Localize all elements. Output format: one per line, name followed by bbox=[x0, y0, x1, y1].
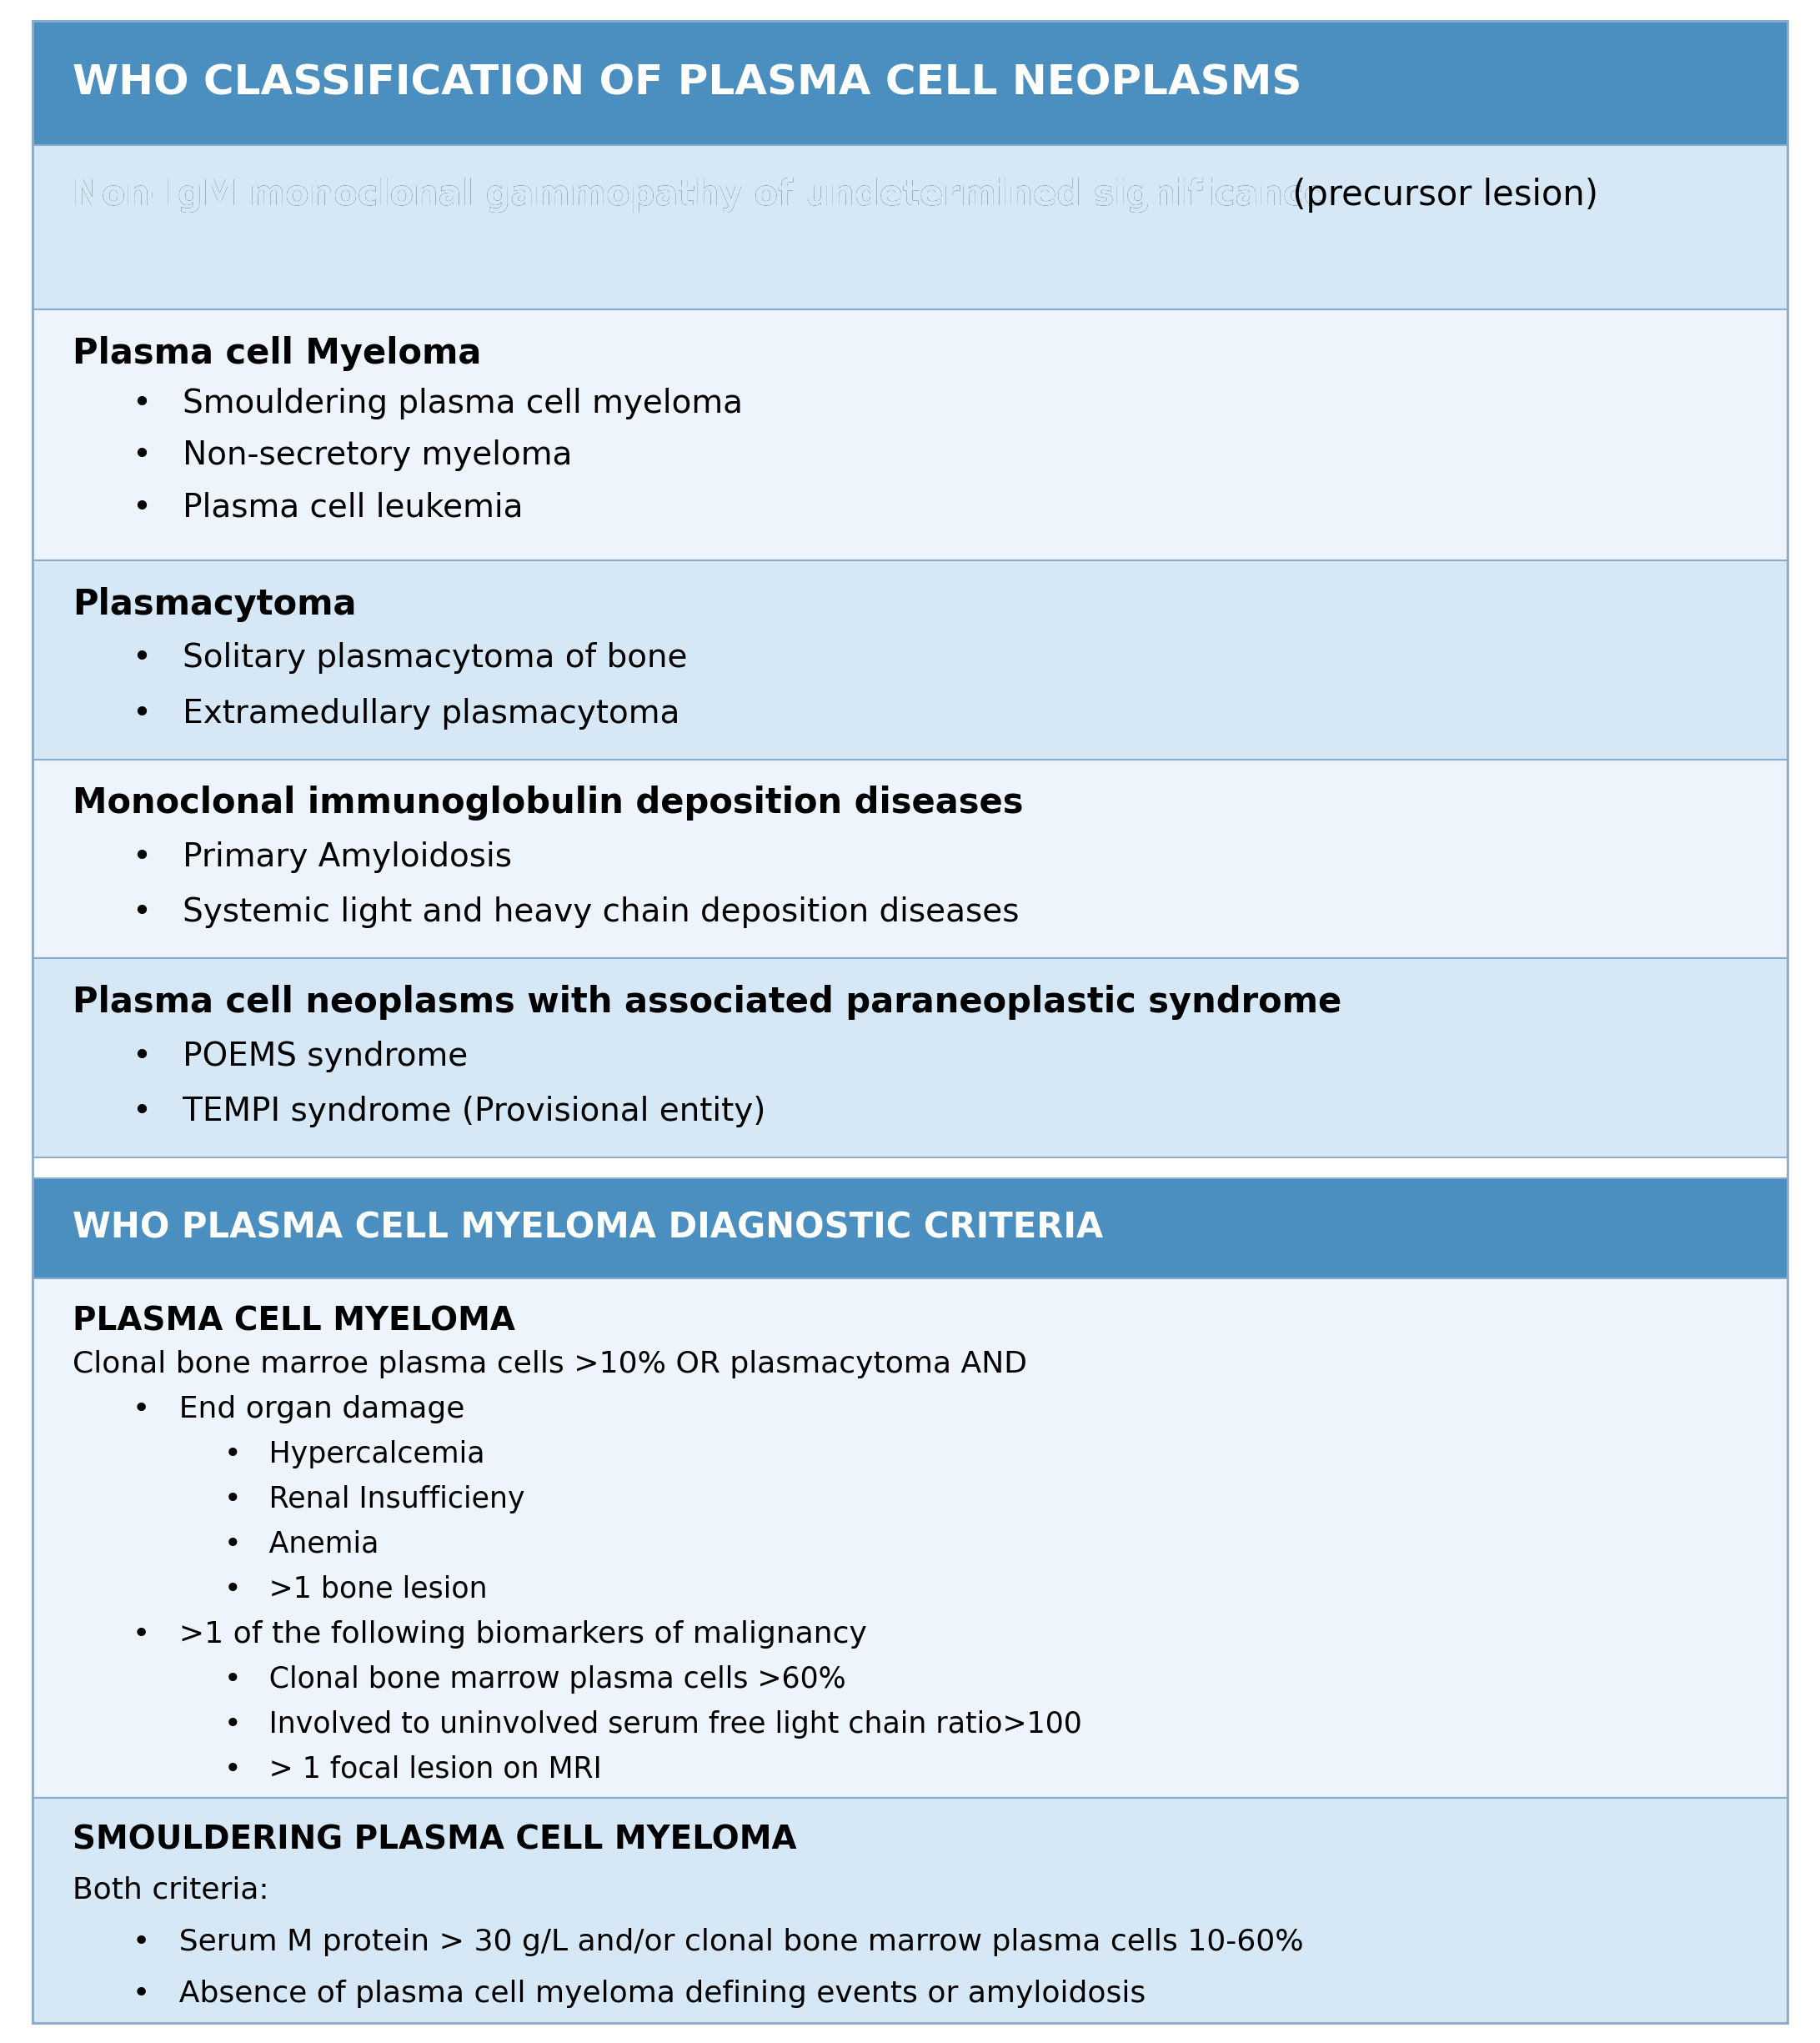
Text: Monoclonal immunoglobulin deposition diseases: Monoclonal immunoglobulin deposition dis… bbox=[73, 787, 1023, 821]
Bar bbox=[33, 958, 1787, 1156]
Text: Plasmacytoma: Plasmacytoma bbox=[73, 586, 357, 621]
Bar bbox=[33, 145, 1787, 308]
Text: •   Primary Amyloidosis: • Primary Amyloidosis bbox=[133, 842, 511, 872]
Text: •   Absence of plasma cell myeloma defining events or amyloidosis: • Absence of plasma cell myeloma definin… bbox=[133, 1980, 1147, 2008]
Bar bbox=[33, 20, 1787, 145]
Text: Both criteria:: Both criteria: bbox=[73, 1875, 269, 1904]
Text: •   Involved to uninvolved serum free light chain ratio>100: • Involved to uninvolved serum free ligh… bbox=[224, 1710, 1081, 1739]
Text: •   TEMPI syndrome (Provisional entity): • TEMPI syndrome (Provisional entity) bbox=[133, 1095, 766, 1128]
Text: SMOULDERING PLASMA CELL MYELOMA: SMOULDERING PLASMA CELL MYELOMA bbox=[73, 1824, 797, 1855]
Text: •   >1 of the following biomarkers of malignancy: • >1 of the following biomarkers of mali… bbox=[133, 1620, 868, 1649]
Text: Plasma cell neoplasms with associated paraneoplastic syndrome: Plasma cell neoplasms with associated pa… bbox=[73, 985, 1341, 1019]
Text: •   Clonal bone marrow plasma cells >60%: • Clonal bone marrow plasma cells >60% bbox=[224, 1665, 846, 1694]
Bar bbox=[33, 760, 1787, 958]
Text: •   Systemic light and heavy chain deposition diseases: • Systemic light and heavy chain deposit… bbox=[133, 897, 1019, 928]
Bar bbox=[33, 560, 1787, 760]
Text: •   Non-secretory myeloma: • Non-secretory myeloma bbox=[133, 439, 573, 472]
Text: •   Anemia: • Anemia bbox=[224, 1530, 379, 1559]
Text: Plasma cell Myeloma: Plasma cell Myeloma bbox=[73, 335, 482, 372]
Text: •   Hypercalcemia: • Hypercalcemia bbox=[224, 1440, 484, 1469]
Text: •   Serum M protein > 30 g/L and/or clonal bone marrow plasma cells 10-60%: • Serum M protein > 30 g/L and/or clonal… bbox=[133, 1929, 1303, 1957]
Text: (precursor lesion): (precursor lesion) bbox=[1281, 178, 1598, 212]
Text: •   Extramedullary plasmacytoma: • Extramedullary plasmacytoma bbox=[133, 697, 681, 729]
Text: •   Renal Insufficieny: • Renal Insufficieny bbox=[224, 1485, 524, 1514]
Text: Non-IgM monoclonal gammopathy of undetermined significance: Non-IgM monoclonal gammopathy of undeter… bbox=[73, 178, 1327, 212]
Text: •   End organ damage: • End organ damage bbox=[133, 1395, 464, 1424]
Text: •   POEMS syndrome: • POEMS syndrome bbox=[133, 1040, 468, 1073]
Text: Non-IgM monoclonal gammopathy of undetermined significance: Non-IgM monoclonal gammopathy of undeter… bbox=[73, 178, 1327, 212]
Text: •   Plasma cell leukemia: • Plasma cell leukemia bbox=[133, 492, 524, 523]
Text: PLASMA CELL MYELOMA: PLASMA CELL MYELOMA bbox=[73, 1305, 515, 1336]
Bar bbox=[33, 1279, 1787, 1798]
Text: •   Smouldering plasma cell myeloma: • Smouldering plasma cell myeloma bbox=[133, 388, 743, 419]
Text: WHO CLASSIFICATION OF PLASMA CELL NEOPLASMS: WHO CLASSIFICATION OF PLASMA CELL NEOPLA… bbox=[73, 63, 1301, 102]
Text: •   > 1 focal lesion on MRI: • > 1 focal lesion on MRI bbox=[224, 1755, 601, 1784]
Text: WHO PLASMA CELL MYELOMA DIAGNOSTIC CRITERIA: WHO PLASMA CELL MYELOMA DIAGNOSTIC CRITE… bbox=[73, 1211, 1103, 1246]
Text: •   Solitary plasmacytoma of bone: • Solitary plasmacytoma of bone bbox=[133, 642, 688, 674]
Bar bbox=[33, 1798, 1787, 2023]
Text: •   >1 bone lesion: • >1 bone lesion bbox=[224, 1575, 488, 1604]
Bar bbox=[33, 1179, 1787, 1279]
Text: Clonal bone marroe plasma cells >10% OR plasmacytoma AND: Clonal bone marroe plasma cells >10% OR … bbox=[73, 1350, 1028, 1379]
Bar bbox=[33, 308, 1787, 560]
